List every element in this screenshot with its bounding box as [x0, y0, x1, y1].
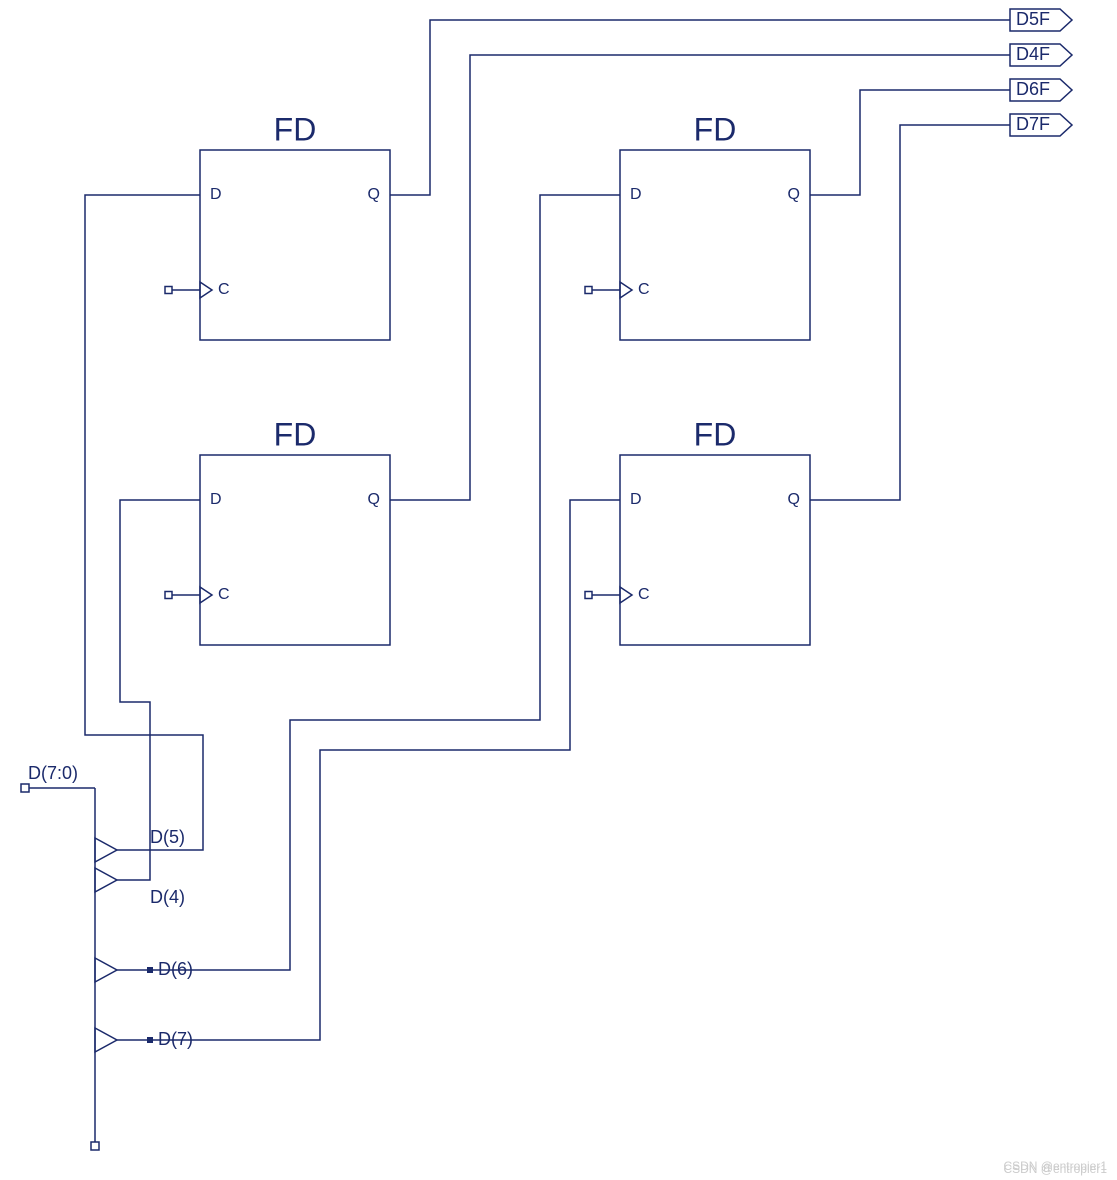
svg-text:D(7): D(7)	[158, 1029, 193, 1049]
svg-text:D(4): D(4)	[150, 887, 185, 907]
svg-text:C: C	[218, 586, 230, 603]
svg-text:C: C	[638, 281, 650, 298]
svg-text:D5F: D5F	[1016, 9, 1050, 29]
svg-text:Q: Q	[788, 186, 800, 203]
svg-text:D(5): D(5)	[150, 827, 185, 847]
svg-text:C: C	[218, 281, 230, 298]
svg-text:D: D	[210, 186, 222, 203]
svg-text:D6F: D6F	[1016, 79, 1050, 99]
svg-text:D(6): D(6)	[158, 959, 193, 979]
svg-text:C: C	[638, 586, 650, 603]
svg-text:D(7:0): D(7:0)	[28, 763, 78, 783]
svg-text:FD: FD	[694, 111, 737, 147]
svg-text:FD: FD	[694, 416, 737, 452]
svg-text:D: D	[210, 491, 222, 508]
svg-text:D7F: D7F	[1016, 114, 1050, 134]
svg-text:D: D	[630, 186, 642, 203]
svg-text:Q: Q	[368, 491, 380, 508]
svg-text:D: D	[630, 491, 642, 508]
svg-text:FD: FD	[274, 416, 317, 452]
svg-text:D4F: D4F	[1016, 44, 1050, 64]
svg-text:FD: FD	[274, 111, 317, 147]
svg-text:CSDN @entropier1: CSDN @entropier1	[1003, 1159, 1107, 1173]
svg-text:Q: Q	[368, 186, 380, 203]
svg-text:Q: Q	[788, 491, 800, 508]
